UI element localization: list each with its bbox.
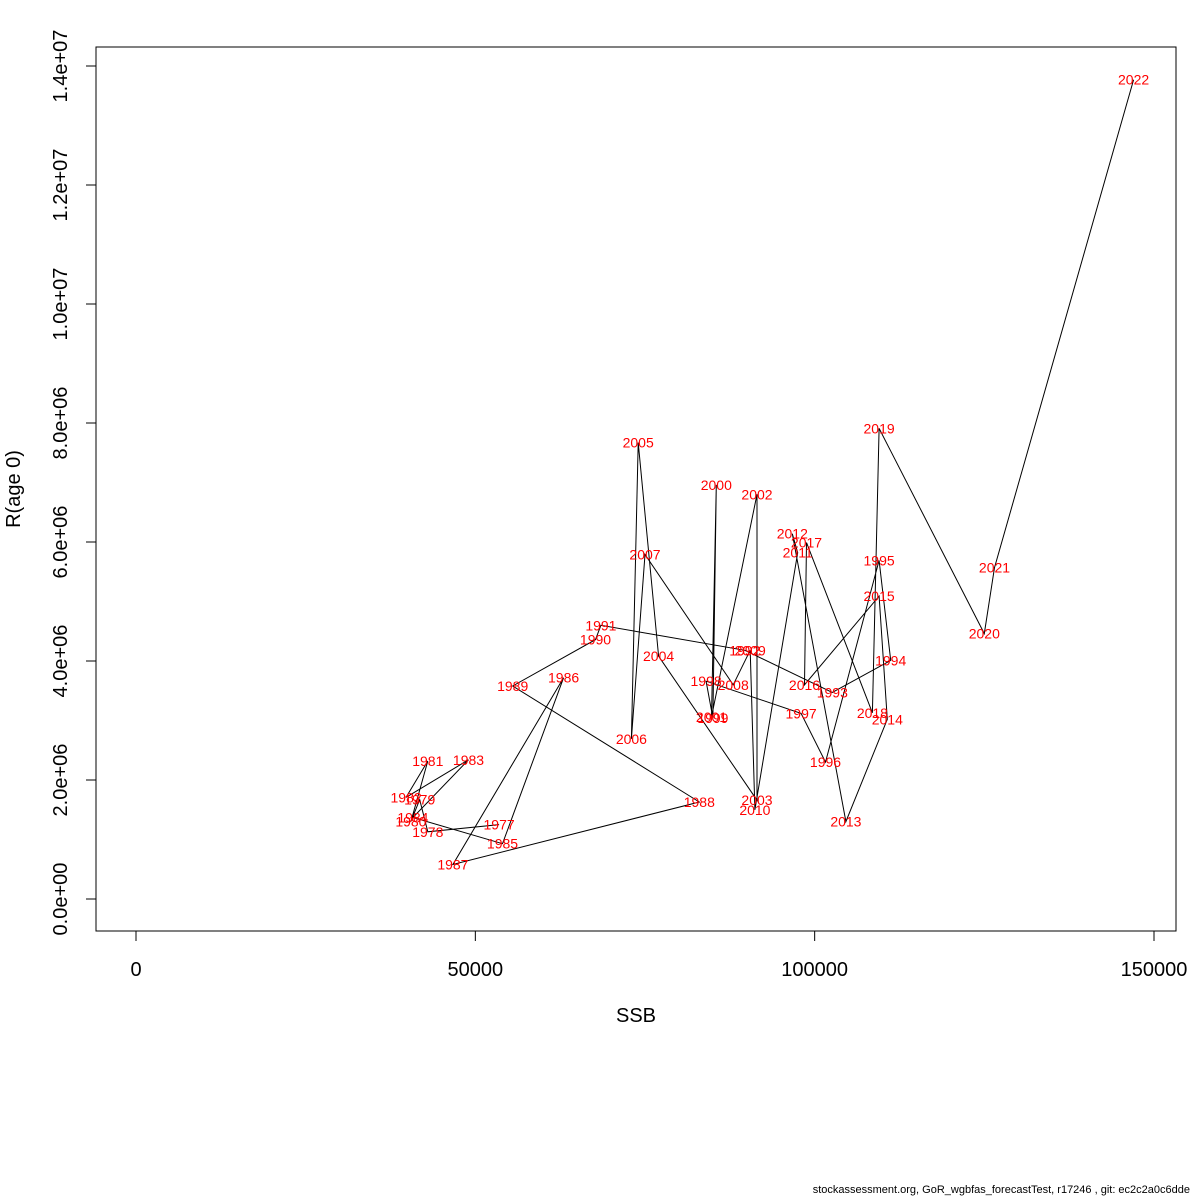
point-label-2007: 2007 [629,547,660,563]
point-label-2004: 2004 [643,648,674,664]
point-label-2005: 2005 [623,435,654,451]
point-label-2011: 2011 [783,545,813,561]
point-label-2020: 2020 [969,626,1000,642]
y-axis: 0.0e+00 2.0e+06 4.0e+06 6.0e+06 8.0e+06 1.0e+… [50,30,97,936]
point-label-2006: 2006 [616,731,647,747]
point-label-2022: 2022 [1118,72,1149,88]
point-label-2017: 2017 [791,535,822,551]
y-tick-label: 6.0e+06 [50,506,72,579]
plot-box [95,46,1177,932]
point-label-2012: 2012 [777,526,808,542]
y-tick-label: 4.0e+06 [50,625,72,698]
y-tick-label: 1.4e+07 [50,30,72,103]
point-label-1987: 1987 [437,857,468,873]
x-tick-label: 50000 [448,959,504,981]
point-label-1979: 1979 [404,792,435,808]
y-tick-label: 8.0e+06 [50,387,72,460]
point-label-1989: 1989 [497,678,528,694]
point-label-2016: 2016 [789,677,820,693]
point-label-2013: 2013 [830,814,861,830]
point-label-2015: 2015 [864,588,895,604]
year-labels: 1977 1978 1979 1980 1981 1982 1983 1984 1985 1986… [391,72,1150,873]
x-tick-label: 0 [130,959,141,981]
point-label-1997: 1997 [786,705,817,721]
point-label-1991: 1991 [585,617,616,633]
point-label-1988: 1988 [684,794,715,810]
point-label-2001: 2001 [696,709,727,725]
point-label-1996: 1996 [810,754,841,770]
point-label-1985: 1985 [487,836,518,852]
point-label-1993: 1993 [817,685,848,701]
point-label-1980: 1980 [395,814,426,830]
point-label-2018: 2018 [857,705,888,721]
series-line [405,79,1135,866]
x-tick-label: 150000 [1121,959,1188,981]
x-axis: 0 50000 100000 150000 [130,930,1188,981]
y-tick-label: 1.0e+07 [50,268,72,341]
point-label-1984: 1984 [397,810,428,826]
x-axis-label: SSB [616,1005,656,1027]
point-label-1998: 1998 [691,673,722,689]
point-label-2019: 2019 [864,420,895,436]
point-label-2000: 2000 [701,477,732,493]
point-label-2008: 2008 [718,677,749,693]
point-label-1990: 1990 [580,632,611,648]
point-label-1977: 1977 [484,817,515,833]
point-label-2014: 2014 [872,711,903,727]
point-label-1994: 1994 [875,652,906,668]
point-label-1999: 1999 [697,710,728,726]
point-label-2009: 2009 [735,642,766,658]
point-label-1982: 1982 [391,789,422,805]
point-label-1986: 1986 [548,670,579,686]
point-label-1995: 1995 [864,552,895,568]
point-label-1981: 1981 [412,753,443,769]
point-label-2010: 2010 [739,802,770,818]
point-label-1978: 1978 [412,824,443,840]
y-tick-label: 2.0e+06 [50,744,72,817]
point-label-2021: 2021 [979,560,1010,576]
y-axis-label: R(age 0) [3,450,25,528]
point-label-2002: 2002 [741,486,772,502]
y-tick-label: 0.0e+00 [50,863,72,936]
footer-credit: stockassessment.org, GoR_wgbfas_forecast… [812,1184,1190,1196]
point-label-1983: 1983 [453,752,484,768]
y-tick-label: 1.2e+07 [50,149,72,222]
point-label-2003: 2003 [741,792,772,808]
x-tick-label: 100000 [781,959,848,981]
point-label-1992: 1992 [729,642,760,658]
